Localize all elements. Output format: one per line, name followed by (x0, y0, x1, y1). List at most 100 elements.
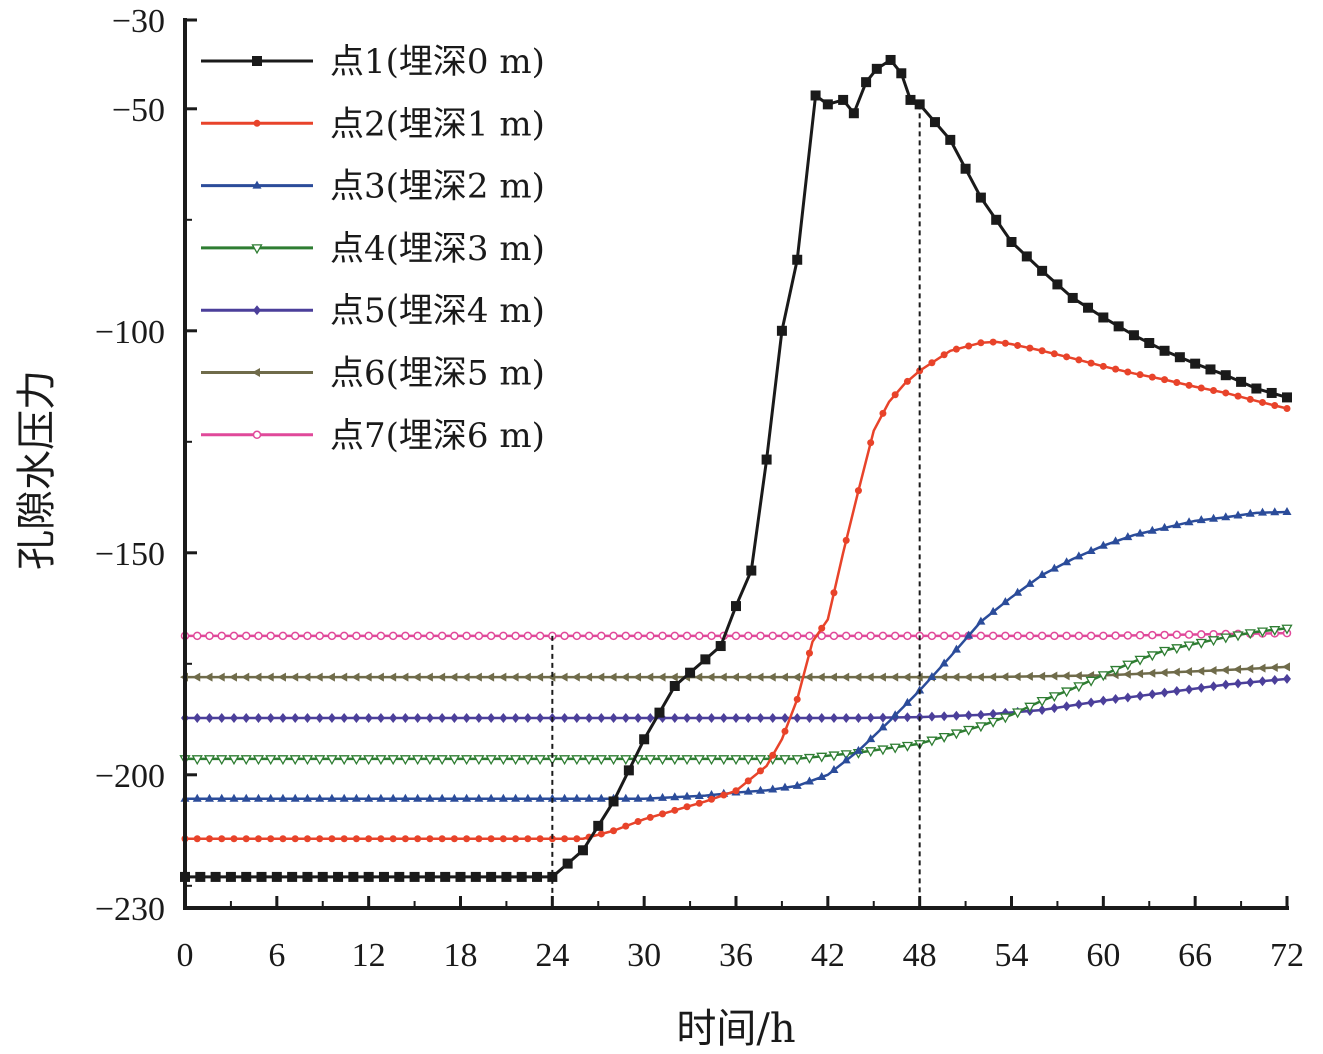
data-point (1073, 682, 1085, 693)
data-point (401, 835, 409, 843)
data-point (1062, 557, 1072, 566)
data-point (779, 672, 788, 682)
data-point (1001, 339, 1009, 347)
data-point (1159, 345, 1170, 356)
data-point (252, 180, 262, 189)
data-point (547, 871, 558, 882)
data-point (253, 119, 261, 127)
data-point (1146, 651, 1158, 662)
data-point (425, 793, 435, 802)
data-point (816, 672, 825, 682)
data-point (1207, 636, 1220, 647)
data-point (1037, 631, 1047, 641)
data-point (327, 793, 337, 802)
data-point (455, 871, 466, 882)
x-tick-label: 18 (444, 937, 478, 974)
legend-label: 点4(埋深3 m) (330, 229, 545, 269)
data-point (951, 644, 961, 653)
data-point (1270, 675, 1279, 686)
data-point (1209, 681, 1218, 692)
data-point (1283, 673, 1291, 684)
data-point (1256, 627, 1269, 638)
data-point (192, 793, 202, 802)
x-tick-label: 48 (903, 937, 937, 974)
data-point (780, 631, 790, 641)
data-point (940, 351, 948, 359)
data-point (1085, 676, 1097, 687)
data-point (1258, 676, 1267, 687)
x-tick-label: 42 (811, 937, 845, 974)
data-point (810, 90, 821, 101)
data-point (290, 631, 300, 641)
series-line (185, 677, 1288, 720)
data-point (424, 871, 435, 882)
data-point (597, 631, 606, 641)
data-point (229, 793, 239, 802)
data-point (560, 631, 569, 641)
data-point (769, 751, 777, 759)
data-point (830, 589, 838, 597)
data-point (571, 672, 580, 682)
data-point (1245, 508, 1255, 517)
data-point (501, 871, 512, 882)
data-point (1257, 663, 1266, 673)
data-point (462, 631, 471, 641)
data-point (277, 672, 286, 682)
data-point (1087, 359, 1095, 367)
data-point (1001, 631, 1010, 641)
data-point (975, 722, 987, 733)
data-point (1208, 666, 1217, 676)
data-point (744, 712, 753, 723)
data-point (878, 712, 887, 723)
data-point (889, 743, 901, 754)
data-point (424, 755, 436, 766)
data-point (670, 792, 680, 801)
data-point (848, 108, 859, 119)
data-point (975, 192, 986, 203)
data-point (743, 786, 753, 795)
data-point (1245, 664, 1254, 674)
data-point (205, 631, 214, 641)
data-point (720, 791, 728, 799)
data-point (731, 631, 741, 641)
data-point (732, 787, 740, 795)
data-point (608, 672, 617, 682)
y-tick-label: −200 (95, 758, 165, 795)
data-point (364, 712, 373, 723)
data-point (1050, 350, 1058, 358)
data-point (731, 601, 741, 612)
data-point (1049, 563, 1059, 572)
data-point (485, 755, 497, 766)
data-point (902, 697, 912, 706)
data-point (988, 631, 998, 641)
data-point (218, 835, 226, 843)
data-point (291, 835, 299, 843)
data-point (659, 810, 667, 818)
data-point (474, 712, 483, 723)
data-point (817, 631, 826, 641)
series-7 (180, 628, 1292, 641)
data-point (1197, 630, 1206, 639)
data-point (890, 710, 900, 719)
data-point (278, 712, 287, 723)
data-point (450, 631, 459, 641)
data-point (1006, 237, 1017, 247)
data-point (991, 214, 1002, 225)
data-point (290, 793, 300, 802)
data-point (475, 835, 483, 843)
data-point (585, 712, 594, 723)
data-point (523, 631, 533, 641)
data-point (708, 795, 716, 803)
data-point (498, 793, 508, 802)
data-point (192, 631, 202, 641)
data-point (314, 755, 326, 766)
data-point (1122, 669, 1131, 679)
legend-item-3: 点3(埋深2 m) (201, 167, 545, 207)
data-point (1099, 695, 1108, 706)
data-point (1037, 265, 1048, 276)
data-point (522, 672, 531, 682)
data-point (620, 672, 629, 682)
data-point (1160, 630, 1169, 640)
data-point (266, 793, 276, 802)
data-point (891, 391, 899, 399)
